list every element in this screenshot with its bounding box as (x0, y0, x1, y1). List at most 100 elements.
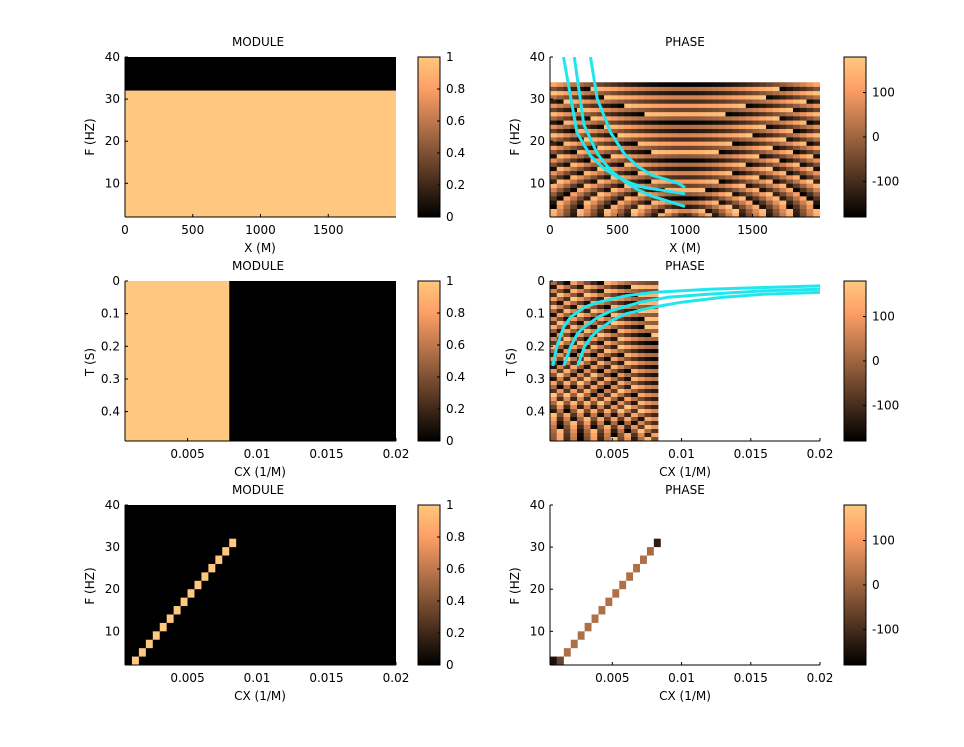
heatmap-cell (799, 115, 807, 121)
heatmap-cell (779, 141, 787, 146)
heatmap-cell (745, 90, 753, 96)
heatmap-cell (563, 141, 571, 146)
heatmap-cell (637, 191, 645, 197)
heatmap-cell (712, 187, 720, 193)
heatmap-cell (590, 313, 598, 318)
heatmap-image (125, 281, 396, 441)
heatmap-cell (813, 120, 820, 125)
heatmap-cell (590, 115, 598, 121)
heatmap-cell (563, 429, 571, 434)
y-tick-label: 0.2 (526, 339, 545, 353)
heatmap-cell (563, 200, 571, 205)
heatmap-cell (570, 421, 578, 426)
heatmap-cell (806, 166, 814, 172)
panel-title: MODULE (232, 259, 284, 273)
heatmap-cell (563, 349, 571, 354)
heatmap-cell (685, 183, 693, 188)
heatmap-cell (685, 170, 693, 176)
panel-title: MODULE (232, 35, 284, 49)
heatmap-cell (691, 170, 699, 176)
heatmap-cell (577, 349, 585, 354)
heatmap-cell (597, 208, 605, 214)
heatmap-cell (550, 124, 558, 129)
heatmap-cell (651, 401, 659, 406)
heatmap-cell (550, 297, 558, 302)
heatmap-cell (597, 137, 605, 142)
heatmap-cell (651, 94, 659, 100)
heatmap-cell (712, 212, 720, 217)
heatmap-cell (624, 191, 632, 197)
heatmap-cell (590, 183, 598, 188)
heatmap-cell (725, 204, 733, 209)
heatmap-cell (658, 166, 666, 172)
heatmap-cell (577, 293, 585, 298)
heatmap-cell (732, 170, 740, 176)
heatmap-cell (583, 393, 591, 398)
heatmap-cell (739, 141, 747, 146)
heatmap-cell (563, 208, 571, 214)
heatmap-cell (610, 212, 618, 217)
heatmap-cell (624, 329, 632, 334)
heatmap-cell (597, 145, 605, 151)
heatmap-cell (550, 90, 558, 96)
colorbar-tick-label: 0.6 (446, 114, 465, 128)
heatmap-cell (705, 153, 713, 159)
heatmap-cell (745, 145, 753, 151)
heatmap-cell (550, 433, 558, 438)
heatmap-cell (563, 417, 571, 422)
heatmap-cell (597, 409, 605, 414)
heatmap-cell (631, 115, 639, 121)
heatmap-cell (644, 132, 652, 138)
heatmap-cell (550, 421, 558, 426)
heatmap-cell (563, 305, 571, 310)
heatmap-cell (604, 365, 612, 370)
heatmap-cell (779, 90, 787, 96)
heatmap-cell (550, 413, 558, 418)
heatmap-cell (671, 86, 679, 92)
heatmap-cell (739, 191, 747, 197)
heatmap-cell (556, 313, 564, 318)
heatmap-cell (637, 341, 645, 346)
heatmap-cell (597, 94, 605, 100)
heatmap-cell (671, 174, 679, 180)
heatmap-cell (712, 128, 720, 134)
heatmap-cell (597, 281, 605, 286)
heatmap-cell (583, 365, 591, 370)
heatmap-cell (786, 149, 794, 155)
heatmap-cell (772, 145, 780, 151)
heatmap-cell (583, 425, 591, 430)
heatmap-cell (732, 103, 740, 108)
heatmap-cell (570, 361, 578, 366)
heatmap-cell (597, 200, 605, 205)
heatmap-cell (813, 153, 820, 159)
heatmap-cell (590, 433, 598, 438)
heatmap-cell (556, 409, 564, 414)
heatmap-cell (759, 141, 767, 146)
heatmap-cell (617, 86, 625, 92)
heatmap-cell (691, 145, 699, 151)
x-tick-label: 0.005 (595, 447, 629, 461)
heatmap-cell (604, 132, 612, 138)
heatmap-cell (590, 293, 598, 298)
heatmap-cell (644, 373, 652, 378)
heatmap-cell (583, 313, 591, 318)
heatmap-cell (556, 166, 564, 172)
heatmap-cell (590, 179, 598, 184)
heatmap-cell (691, 158, 699, 163)
heatmap-cell (570, 128, 578, 134)
heatmap-cell (718, 103, 726, 108)
heatmap-cell (752, 82, 760, 87)
heatmap-cell (610, 200, 618, 205)
heatmap-cell (799, 174, 807, 180)
heatmap-cell (583, 389, 591, 394)
heatmap-cell (610, 162, 618, 167)
heatmap-cell (631, 212, 639, 217)
heatmap-cell (583, 361, 591, 366)
heatmap-cell (610, 293, 618, 298)
heatmap-cell (644, 325, 652, 330)
heatmap-cell (651, 141, 659, 146)
heatmap-cell (604, 107, 612, 113)
heatmap-cell (658, 128, 666, 134)
heatmap-cell (725, 115, 733, 121)
